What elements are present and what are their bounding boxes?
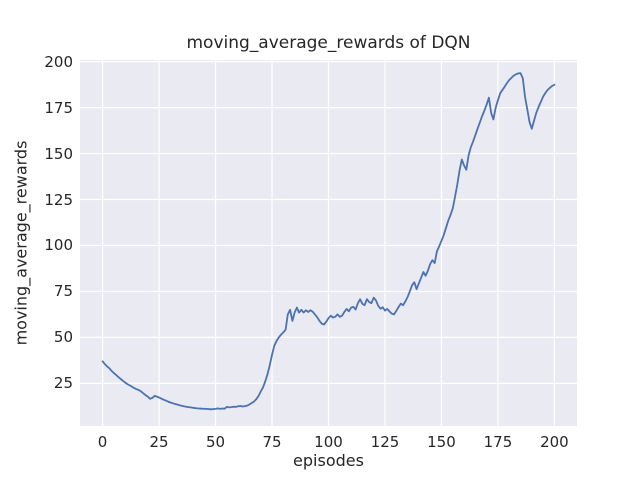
x-tick-label: 50 <box>205 433 226 451</box>
x-tick-label: 0 <box>97 433 108 451</box>
y-tick-label: 200 <box>44 52 73 71</box>
y-tick-label: 50 <box>53 328 73 347</box>
y-tick-label: 175 <box>44 98 73 117</box>
x-tick-label: 25 <box>149 433 169 451</box>
x-tick-label: 150 <box>427 433 456 451</box>
x-tick-label: 175 <box>483 433 513 451</box>
y-tick-label: 25 <box>53 374 73 393</box>
y-tick-label: 75 <box>53 282 73 301</box>
y-tick-label: 125 <box>44 190 73 209</box>
x-axis-label: episodes <box>293 451 364 470</box>
reward-line-series <box>101 72 556 411</box>
chart-title: moving_average_rewards of DQN <box>186 33 471 53</box>
x-tick-label: 75 <box>262 433 282 451</box>
y-tick-label: 100 <box>44 236 73 255</box>
x-tick-label: 125 <box>370 433 400 451</box>
x-tick-label: 200 <box>540 433 569 451</box>
x-tick-label: 100 <box>314 433 343 451</box>
y-tick-label: 150 <box>44 144 73 163</box>
